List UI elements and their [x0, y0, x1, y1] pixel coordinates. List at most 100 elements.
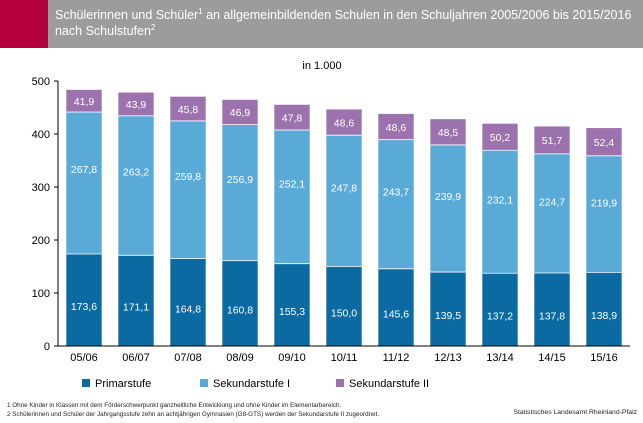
data-label: 50,2 [490, 132, 511, 144]
bar-segment-1 [274, 263, 310, 346]
data-label: 171,1 [123, 302, 149, 314]
footnote-2: 2 Schülerinnen und Schüler der Jahrgangs… [7, 411, 380, 418]
bar-segment-3 [170, 96, 206, 121]
legend-swatch [200, 379, 208, 387]
legend-item: Sekundarstufe I [200, 378, 290, 390]
data-label: 259,8 [175, 171, 201, 183]
data-label: 137,8 [539, 310, 565, 322]
data-label: 139,5 [435, 310, 461, 322]
x-tick-label: 14/15 [538, 352, 566, 364]
bar-segment-2 [586, 155, 622, 273]
bar-segment-1 [482, 273, 518, 346]
data-label: 45,8 [178, 104, 199, 116]
unit-label: in 1.000 [302, 60, 341, 72]
data-label: 252,1 [279, 179, 305, 191]
data-label: 51,7 [542, 135, 563, 147]
chart-title: Schülerinnen und Schüler1 an allgemeinbi… [55, 7, 635, 39]
bar-segment-1 [170, 258, 206, 346]
header-band [48, 0, 643, 48]
data-label: 150,0 [331, 307, 357, 319]
bar-segment-1 [222, 260, 258, 346]
bar-segment-1 [534, 272, 570, 346]
bar-segment-3 [326, 109, 362, 136]
bar-segment-1 [378, 268, 414, 346]
title-part-b: an allgemeinbildenden Schulen in den Sch… [202, 8, 632, 22]
legend-item: Primarstufe [82, 378, 151, 390]
bar-segment-2 [66, 112, 102, 254]
title-part-a: Schülerinnen und Schüler [55, 8, 199, 22]
data-label: 247,8 [331, 183, 357, 195]
bar-segment-2 [170, 120, 206, 259]
data-label: 145,6 [383, 308, 409, 320]
data-label: 164,8 [175, 303, 201, 315]
y-tick-label: 500 [32, 76, 50, 88]
data-label: 263,2 [123, 167, 149, 179]
y-tick-label: 0 [44, 341, 50, 353]
bars-group: 173,6 267,8 41,9 171,1 263,2 43,9 164,8 259,8 45… [66, 89, 622, 346]
x-tick-label: 10/11 [331, 352, 358, 364]
data-label: 138,9 [591, 310, 617, 322]
data-label: 47,8 [282, 112, 303, 124]
data-label: 48,6 [386, 122, 407, 134]
bar-segment-2 [378, 139, 414, 269]
legend-item: Sekundarstufe II [336, 378, 429, 390]
data-label: 46,9 [230, 107, 251, 119]
x-tick-label: 05/06 [70, 352, 98, 364]
bar-segment-3 [274, 104, 310, 131]
bar-segment-1 [430, 272, 466, 346]
chart-header: Schülerinnen und Schüler1 an allgemeinbi… [0, 0, 643, 48]
data-label: 160,8 [227, 304, 253, 316]
bar-segment-2 [222, 124, 258, 261]
bar-segment-2 [274, 130, 310, 264]
x-tick-label: 08/09 [226, 352, 254, 364]
legend-label: Sekundarstufe II [349, 378, 430, 390]
data-label: 48,5 [438, 127, 459, 139]
bar-segment-3 [118, 92, 154, 116]
data-label: 243,7 [383, 186, 409, 198]
bar-segment-2 [534, 153, 570, 273]
data-label: 267,8 [71, 164, 97, 176]
data-label: 41,9 [74, 96, 95, 108]
bar-segment-3 [482, 123, 518, 151]
y-tick-label: 400 [32, 129, 50, 141]
data-label: 173,6 [71, 301, 97, 313]
x-axis: 05/06 06/07 07/08 08/09 09/10 10/11 11/12 12/13… [58, 345, 630, 364]
x-tick-label: 09/10 [278, 352, 306, 364]
bar-segment-3 [430, 119, 466, 145]
bar-segment-3 [222, 99, 258, 125]
x-tick-label: 06/07 [122, 352, 150, 364]
x-tick-label: 12/13 [434, 352, 462, 364]
bar-segment-2 [118, 115, 154, 256]
legend-swatch [82, 379, 90, 387]
title-footnote-2: 2 [150, 22, 156, 32]
data-label: 239,9 [435, 191, 461, 203]
stacked-bar-chart: in 1.000 0 100 200 300 400 500 173,6 267,8 41,9… [32, 60, 630, 364]
bar-segment-2 [482, 150, 518, 274]
bar-segment-1 [586, 272, 622, 346]
footnote-1: 1 Ohne Kinder in Klassen mit dem Förders… [7, 402, 342, 409]
y-tick-label: 200 [32, 235, 50, 247]
data-label: 137,2 [487, 311, 513, 323]
bar-segment-3 [586, 128, 622, 156]
y-tick-label: 300 [32, 182, 50, 194]
data-label: 48,6 [334, 117, 355, 129]
y-tick-label: 100 [32, 288, 50, 300]
x-tick-label: 11/12 [383, 352, 410, 364]
footnotes: 1 Ohne Kinder in Klassen mit dem Förders… [7, 401, 487, 419]
bar-segment-1 [118, 255, 154, 346]
y-axis: 0 100 200 300 400 500 [32, 76, 59, 353]
bar-segment-3 [534, 126, 570, 154]
legend-swatch [336, 379, 344, 387]
data-label: 155,3 [279, 306, 305, 318]
data-label: 232,1 [487, 194, 513, 206]
bar-segment-1 [326, 266, 362, 346]
x-tick-label: 15/16 [590, 352, 618, 364]
bar-segment-2 [430, 144, 466, 273]
bar-segment-3 [378, 113, 414, 140]
x-tick-label: 07/08 [174, 352, 202, 364]
data-label: 256,9 [227, 174, 253, 186]
data-label: 224,7 [539, 197, 565, 209]
data-label: 43,9 [126, 99, 147, 111]
legend-label: Sekundarstufe I [213, 378, 291, 390]
x-tick-label: 13/14 [486, 352, 514, 364]
